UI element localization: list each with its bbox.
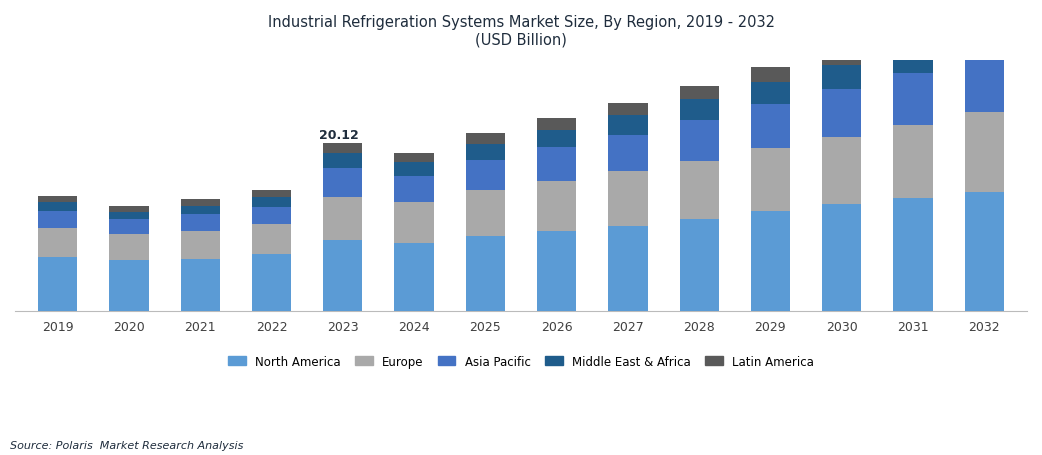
Bar — [252, 198, 291, 207]
Bar — [39, 196, 77, 203]
Bar — [965, 113, 1003, 192]
Bar — [109, 261, 149, 312]
Bar — [109, 220, 149, 235]
Bar — [679, 121, 719, 161]
Bar — [679, 220, 719, 312]
Bar — [180, 259, 220, 312]
Bar — [39, 228, 77, 257]
Bar — [39, 211, 77, 228]
Bar — [466, 191, 505, 237]
Text: Source: Polaris  Market Research Analysis: Source: Polaris Market Research Analysis — [10, 440, 244, 450]
Bar — [679, 100, 719, 121]
Bar — [893, 73, 933, 125]
Bar — [751, 83, 790, 105]
Bar — [323, 143, 363, 154]
Bar — [395, 154, 433, 163]
Bar — [323, 169, 363, 197]
Bar — [180, 206, 220, 215]
Bar — [109, 212, 149, 220]
Bar — [679, 161, 719, 220]
Bar — [893, 125, 933, 199]
Bar — [965, 192, 1003, 312]
Title: Industrial Refrigeration Systems Market Size, By Region, 2019 - 2032
(USD Billio: Industrial Refrigeration Systems Market … — [268, 15, 774, 47]
Bar — [822, 205, 862, 312]
Bar — [609, 227, 647, 312]
Bar — [323, 241, 363, 312]
Bar — [466, 145, 505, 160]
Bar — [395, 163, 433, 177]
Bar — [751, 211, 790, 312]
Bar — [395, 177, 433, 203]
Bar — [609, 135, 647, 172]
Bar — [39, 257, 77, 312]
Bar — [822, 90, 862, 138]
Bar — [965, 27, 1003, 56]
Bar — [822, 138, 862, 205]
Bar — [609, 104, 647, 116]
Bar — [109, 235, 149, 261]
Bar — [252, 225, 291, 255]
Bar — [39, 203, 77, 211]
Bar — [323, 197, 363, 241]
Bar — [537, 119, 576, 130]
Bar — [109, 206, 149, 212]
Bar — [395, 203, 433, 243]
Bar — [537, 148, 576, 181]
Bar — [893, 48, 933, 73]
Bar — [893, 199, 933, 312]
Bar — [751, 68, 790, 83]
Bar — [751, 149, 790, 211]
Text: 20.12: 20.12 — [320, 129, 359, 142]
Bar — [537, 232, 576, 312]
Bar — [252, 191, 291, 198]
Bar — [466, 134, 505, 145]
Bar — [252, 207, 291, 225]
Bar — [893, 30, 933, 48]
Bar — [609, 172, 647, 227]
Bar — [466, 160, 505, 191]
Bar — [537, 181, 576, 232]
Bar — [252, 255, 291, 312]
Bar — [822, 66, 862, 90]
Bar — [180, 215, 220, 232]
Bar — [180, 200, 220, 206]
Legend: North America, Europe, Asia Pacific, Middle East & Africa, Latin America: North America, Europe, Asia Pacific, Mid… — [223, 350, 819, 373]
Bar — [537, 130, 576, 148]
Bar — [180, 232, 220, 259]
Bar — [609, 116, 647, 135]
Bar — [323, 154, 363, 169]
Bar — [466, 237, 505, 312]
Bar — [822, 50, 862, 66]
Bar — [751, 105, 790, 149]
Bar — [395, 243, 433, 312]
Bar — [965, 8, 1003, 27]
Bar — [965, 56, 1003, 113]
Bar — [679, 87, 719, 100]
